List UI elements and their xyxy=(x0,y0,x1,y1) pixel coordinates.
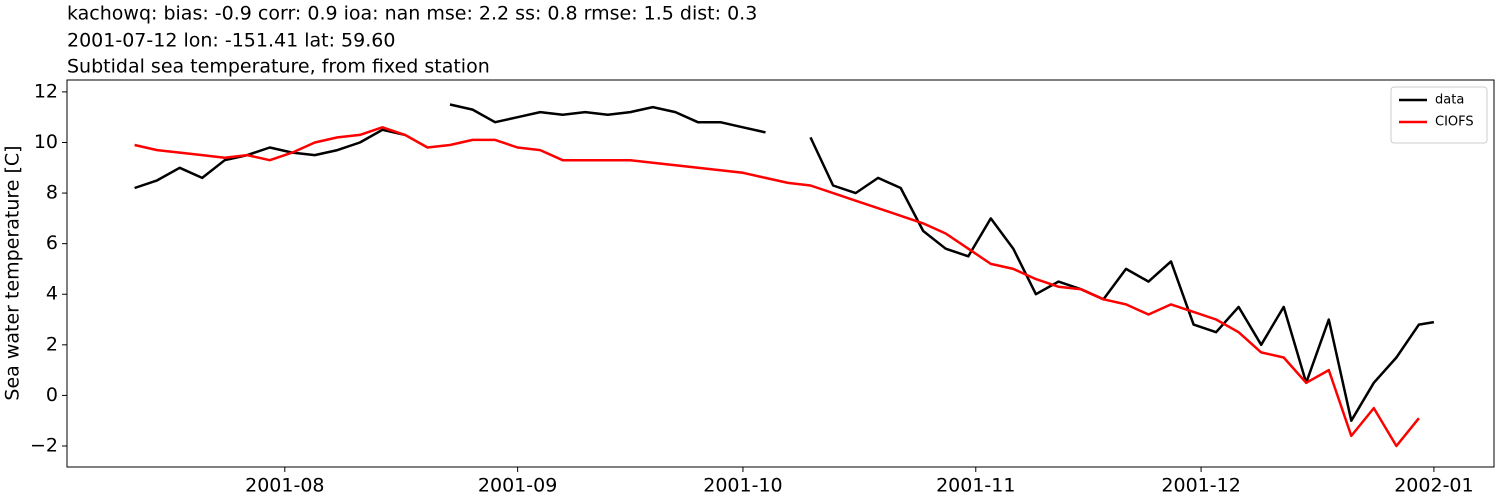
title-line: Subtidal sea temperature, from fixed sta… xyxy=(67,56,490,78)
title-line: kachowq: bias: -0.9 corr: 0.9 ioa: nan m… xyxy=(67,3,757,25)
data-line xyxy=(134,103,1435,422)
title-line: 2001-07-12 lon: -151.41 lat: 59.60 xyxy=(67,30,395,52)
x-tick-label: 2001-12 xyxy=(1161,475,1240,497)
data-line xyxy=(134,126,1420,448)
y-tick-label: −2 xyxy=(30,435,58,457)
y-tick-label: 4 xyxy=(46,283,58,305)
x-tick-label: 2001-09 xyxy=(478,475,557,497)
y-axis-label: Sea water temperature [C] xyxy=(2,145,24,400)
y-tick-label: 0 xyxy=(46,384,58,406)
legend-label: CIOFS xyxy=(1435,115,1474,130)
y-tick-label: 8 xyxy=(46,182,58,204)
y-tick-label: 2 xyxy=(46,333,58,355)
plot-frame xyxy=(66,79,1495,468)
y-tick-label: 6 xyxy=(46,232,58,254)
y-tick-label: 10 xyxy=(34,131,58,153)
y-tick-label: 12 xyxy=(34,80,58,102)
legend-label: data xyxy=(1435,93,1464,108)
x-tick-label: 2001-10 xyxy=(703,475,782,497)
x-tick-label: 2001-11 xyxy=(936,475,1015,497)
x-tick-label: 2001-08 xyxy=(245,475,324,497)
x-tick-label: 2002-01 xyxy=(1394,475,1473,497)
